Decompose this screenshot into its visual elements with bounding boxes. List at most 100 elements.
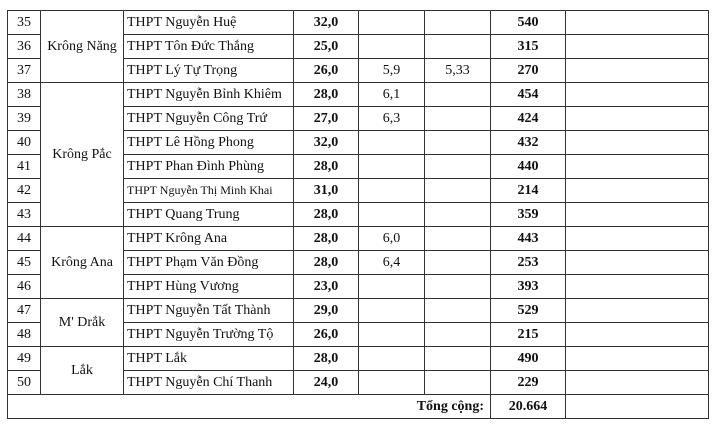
quota: 454 xyxy=(490,82,566,107)
table-row: 49 Lắk THPT Lắk 28,0 490 xyxy=(7,346,709,395)
value-2 xyxy=(424,10,491,35)
score: 24,0 xyxy=(293,370,359,395)
row-number: 39 xyxy=(7,106,41,131)
value-2 xyxy=(424,154,491,179)
row-number: 36 xyxy=(7,34,41,59)
row-number: 37 xyxy=(7,58,41,83)
row-number: 48 xyxy=(7,322,41,347)
value-2 xyxy=(424,346,491,371)
value-2 xyxy=(424,34,491,59)
value-1: 6,1 xyxy=(358,82,425,107)
value-2 xyxy=(424,202,491,227)
table-row: 44 Krông Ana THPT Krông Ana 28,0 6,0 443 xyxy=(7,226,709,299)
score: 28,0 xyxy=(293,154,359,179)
quota: 432 xyxy=(490,130,566,155)
school-name: THPT Nguyễn Trường Tộ xyxy=(123,322,294,347)
empty-cell xyxy=(565,226,709,251)
table-row: 35 Krông Năng THPT Nguyễn Huệ 32,0 540 xyxy=(7,10,709,83)
value-1 xyxy=(358,322,425,347)
value-1 xyxy=(358,34,425,59)
value-2 xyxy=(424,106,491,131)
score: 28,0 xyxy=(293,82,359,107)
quota: 359 xyxy=(490,202,566,227)
value-1 xyxy=(358,178,425,203)
value-1 xyxy=(358,154,425,179)
score: 27,0 xyxy=(293,106,359,131)
score: 32,0 xyxy=(293,130,359,155)
empty-cell xyxy=(565,154,709,179)
quota: 253 xyxy=(490,250,566,275)
district-cell: Krông Pắc xyxy=(40,82,124,227)
table-row: 46 THPT Hùng Vương 23,0 393 xyxy=(7,274,709,299)
empty-cell xyxy=(565,274,709,299)
row-number: 50 xyxy=(7,370,41,395)
score: 25,0 xyxy=(293,34,359,59)
value-2 xyxy=(424,250,491,275)
row-number: 41 xyxy=(7,154,41,179)
row-number: 40 xyxy=(7,130,41,155)
empty-cell xyxy=(565,250,709,275)
quota: 215 xyxy=(490,322,566,347)
school-name: THPT Hùng Vương xyxy=(123,274,294,299)
value-1 xyxy=(358,10,425,35)
value-2 xyxy=(424,130,491,155)
table-row: 47 M' Drắk THPT Nguyễn Tất Thành 29,0 529 xyxy=(7,298,709,347)
admission-table: 35 Krông Năng THPT Nguyễn Huệ 32,0 540 36 THPT… xyxy=(7,10,709,419)
empty-cell xyxy=(565,370,709,395)
table-row: 37 THPT Lý Tự Trọng 26,0 5,9 5,33 270 xyxy=(7,58,709,83)
table-row: 41 THPT Phan Đình Phùng 28,0 440 xyxy=(7,154,709,179)
empty-cell xyxy=(565,130,709,155)
score: 28,0 xyxy=(293,250,359,275)
school-name: THPT Lý Tự Trọng xyxy=(123,58,294,83)
grand-total: 20.664 xyxy=(490,394,566,419)
table-row: 45 THPT Phạm Văn Đồng 28,0 6,4 253 xyxy=(7,250,709,275)
district-cell: Lắk xyxy=(40,346,124,395)
score: 29,0 xyxy=(293,298,359,323)
quota: 229 xyxy=(490,370,566,395)
value-2 xyxy=(424,370,491,395)
quota: 540 xyxy=(490,10,566,35)
school-name: THPT Nguyễn Công Trứ xyxy=(123,106,294,131)
empty-cell xyxy=(565,394,709,419)
value-1 xyxy=(358,130,425,155)
quota: 490 xyxy=(490,346,566,371)
school-name: THPT Nguyễn Chí Thanh xyxy=(123,370,294,395)
row-number: 38 xyxy=(7,82,41,107)
empty-cell xyxy=(565,298,709,323)
empty-cell xyxy=(565,10,709,35)
school-name: THPT Tôn Đức Thắng xyxy=(123,34,294,59)
school-name: THPT Nguyễn Huệ xyxy=(123,10,294,35)
school-name: THPT Krông Ana xyxy=(123,226,294,251)
row-number: 49 xyxy=(7,346,41,371)
school-name: THPT Phan Đình Phùng xyxy=(123,154,294,179)
value-2 xyxy=(424,226,491,251)
score: 26,0 xyxy=(293,58,359,83)
value-1: 5,9 xyxy=(358,58,425,83)
school-name: THPT Lắk xyxy=(123,346,294,371)
total-label: Tổng cộng: xyxy=(7,394,491,419)
value-1 xyxy=(358,298,425,323)
row-number: 47 xyxy=(7,298,41,323)
table-row: 36 THPT Tôn Đức Thắng 25,0 315 xyxy=(7,34,709,59)
value-1 xyxy=(358,370,425,395)
empty-cell xyxy=(565,58,709,83)
empty-cell xyxy=(565,202,709,227)
quota: 214 xyxy=(490,178,566,203)
table-row: 38 Krông Pắc THPT Nguyễn Bỉnh Khiêm 28,0 6,1… xyxy=(7,82,709,227)
score: 26,0 xyxy=(293,322,359,347)
value-1: 6,4 xyxy=(358,250,425,275)
value-1: 6,3 xyxy=(358,106,425,131)
row-number: 46 xyxy=(7,274,41,299)
quota: 424 xyxy=(490,106,566,131)
empty-cell xyxy=(565,322,709,347)
row-number: 35 xyxy=(7,10,41,35)
value-2 xyxy=(424,274,491,299)
score: 32,0 xyxy=(293,10,359,35)
score: 31,0 xyxy=(293,178,359,203)
school-name: THPT Nguyễn Tất Thành xyxy=(123,298,294,323)
empty-cell xyxy=(565,178,709,203)
district-cell: Krông Ana xyxy=(40,226,124,299)
score: 23,0 xyxy=(293,274,359,299)
district-cell: Krông Năng xyxy=(40,10,124,83)
district-cell: M' Drắk xyxy=(40,298,124,347)
